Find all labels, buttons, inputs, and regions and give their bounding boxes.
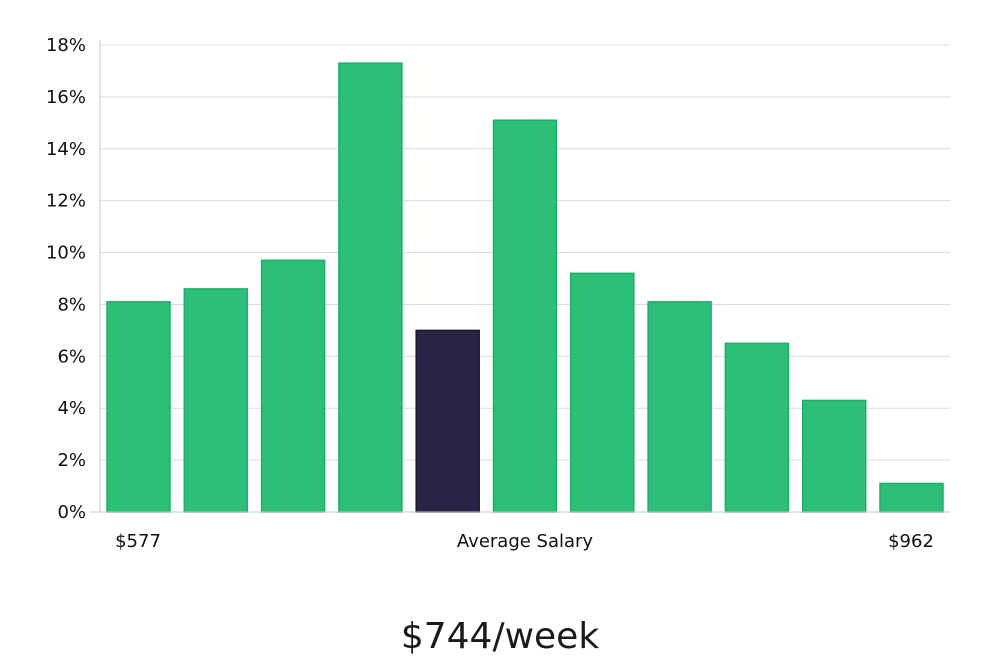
x-axis-label-average: Average Salary: [457, 531, 594, 552]
bar-3: [260, 259, 326, 513]
x-axis-label-max: $962: [888, 531, 934, 552]
y-tick-label: 8%: [57, 294, 86, 315]
y-tick-label: 18%: [46, 35, 86, 56]
y-tick-label: 0%: [57, 502, 86, 523]
y-tick-label: 14%: [46, 139, 86, 160]
bar-11: [879, 482, 944, 513]
bar-9: [724, 342, 790, 513]
y-tick-label: 16%: [46, 87, 86, 108]
bar-1: [106, 301, 171, 513]
bar-10: [801, 399, 867, 513]
y-tick-label: 6%: [57, 346, 86, 367]
bars: [106, 62, 944, 513]
bar-6: [492, 119, 558, 513]
bar-8: [647, 301, 712, 513]
bar-7: [570, 272, 635, 513]
bar-2: [183, 288, 249, 513]
bar-4: [338, 62, 403, 513]
y-tick-label: 2%: [57, 450, 86, 471]
y-axis-tick-labels: 0% 2% 4% 6% 8% 10% 12% 14% 16% 18%: [46, 35, 86, 523]
bar-average-salary: [415, 329, 480, 513]
y-tick-label: 4%: [57, 398, 86, 419]
y-tick-label: 10%: [46, 243, 86, 264]
y-tick-label: 12%: [46, 191, 86, 212]
x-axis-label-min: $577: [115, 531, 161, 552]
average-salary-value: $744/week: [401, 616, 599, 657]
